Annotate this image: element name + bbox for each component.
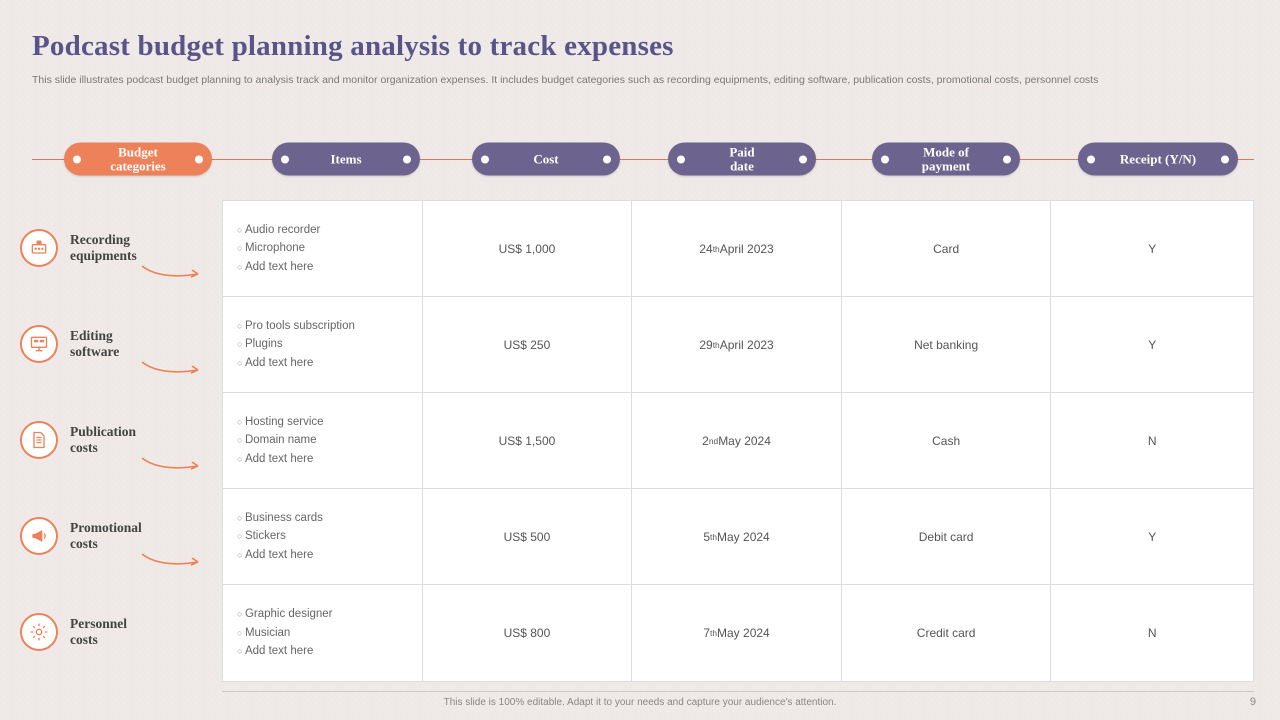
category-2: Publication costs	[20, 392, 220, 488]
table-row: Graphic designerMusicianAdd text hereUS$…	[223, 585, 1253, 681]
cell-mode: Cash	[842, 393, 1052, 488]
cell-receipt: Y	[1051, 201, 1253, 296]
list-item: Domain name	[237, 431, 324, 449]
category-label: Publication costs	[70, 424, 136, 456]
header-pill-4: Mode of payment	[872, 143, 1020, 176]
pill-dot-right	[799, 155, 807, 163]
cell-items: Graphic designerMusicianAdd text here	[223, 585, 423, 681]
pill-dot-left	[73, 155, 81, 163]
table-row: Business cardsStickersAdd text hereUS$ 5…	[223, 489, 1253, 585]
pill-dot-left	[881, 155, 889, 163]
cell-cost: US$ 1,500	[423, 393, 633, 488]
document-icon	[20, 421, 58, 459]
list-item: Add text here	[237, 258, 320, 276]
pill-dot-right	[195, 155, 203, 163]
list-item: Audio recorder	[237, 221, 320, 239]
cell-paid-date: 24th April 2023	[632, 201, 842, 296]
arrow-icon	[140, 360, 210, 378]
cell-receipt: Y	[1051, 489, 1253, 584]
header-pill-0: Budget categories	[64, 143, 212, 176]
cell-cost: US$ 800	[423, 585, 633, 681]
list-item: Musician	[237, 624, 333, 642]
category-1: Editing software	[20, 296, 220, 392]
cell-items: Pro tools subscriptionPluginsAdd text he…	[223, 297, 423, 392]
cell-cost: US$ 250	[423, 297, 633, 392]
cell-receipt: N	[1051, 393, 1253, 488]
category-0: Recording equipments	[20, 200, 220, 296]
category-label: Recording equipments	[70, 232, 137, 264]
page-number: 9	[1250, 696, 1256, 708]
footer-note: This slide is 100% editable. Adapt it to…	[0, 697, 1280, 708]
cell-items: Hosting serviceDomain nameAdd text here	[223, 393, 423, 488]
header-pill-1: Items	[272, 143, 420, 176]
table-row: Hosting serviceDomain nameAdd text hereU…	[223, 393, 1253, 489]
arrow-icon	[140, 456, 210, 474]
cell-paid-date: 2nd May 2024	[632, 393, 842, 488]
list-item: Business cards	[237, 509, 323, 527]
pill-dot-left	[481, 155, 489, 163]
list-item: Add text here	[237, 354, 355, 372]
pill-dot-left	[281, 155, 289, 163]
cell-paid-date: 29th April 2023	[632, 297, 842, 392]
pill-dot-right	[1221, 155, 1229, 163]
list-item: Hosting service	[237, 413, 324, 431]
list-item: Microphone	[237, 239, 320, 257]
list-item: Add text here	[237, 450, 324, 468]
pill-dot-left	[1087, 155, 1095, 163]
cell-receipt: Y	[1051, 297, 1253, 392]
header-pill-2: Cost	[472, 143, 620, 176]
cell-mode: Debit card	[842, 489, 1052, 584]
category-3: Promotional costs	[20, 488, 220, 584]
arrow-icon	[140, 552, 210, 570]
cell-mode: Net banking	[842, 297, 1052, 392]
list-item: Plugins	[237, 335, 355, 353]
cell-cost: US$ 1,000	[423, 201, 633, 296]
slide-description: This slide illustrates podcast budget pl…	[0, 63, 1280, 88]
cell-paid-date: 7th May 2024	[632, 585, 842, 681]
list-item: Pro tools subscription	[237, 317, 355, 335]
header-baseline	[32, 159, 1254, 160]
category-label: Promotional costs	[70, 520, 142, 552]
cell-paid-date: 5th May 2024	[632, 489, 842, 584]
monitor-icon	[20, 325, 58, 363]
category-label: Editing software	[70, 328, 119, 360]
category-4: Personnel costs	[20, 584, 220, 680]
list-item: Add text here	[237, 546, 323, 564]
megaphone-icon	[20, 517, 58, 555]
cell-receipt: N	[1051, 585, 1253, 681]
arrow-icon	[140, 264, 210, 282]
list-item: Graphic designer	[237, 605, 333, 623]
footer-divider	[222, 691, 1254, 692]
header-pill-5: Receipt (Y/N)	[1078, 143, 1238, 176]
list-item: Add text here	[237, 642, 333, 660]
recorder-icon	[20, 229, 58, 267]
pill-dot-right	[1003, 155, 1011, 163]
pill-dot-left	[677, 155, 685, 163]
list-item: Stickers	[237, 527, 323, 545]
table-row: Pro tools subscriptionPluginsAdd text he…	[223, 297, 1253, 393]
slide-title: Podcast budget planning analysis to trac…	[0, 0, 1280, 63]
header-pill-3: Paid date	[668, 143, 816, 176]
pill-dot-right	[403, 155, 411, 163]
gear-icon	[20, 613, 58, 651]
cell-mode: Card	[842, 201, 1052, 296]
cell-items: Business cardsStickersAdd text here	[223, 489, 423, 584]
cell-cost: US$ 500	[423, 489, 633, 584]
header-row: Budget categories Items Cost Paid date Mode …	[32, 136, 1254, 182]
budget-table: Audio recorderMicrophoneAdd text hereUS$…	[222, 200, 1254, 682]
pill-dot-right	[603, 155, 611, 163]
category-sidebar: Recording equipments Editing software Publ…	[20, 200, 220, 680]
table-row: Audio recorderMicrophoneAdd text hereUS$…	[223, 201, 1253, 297]
cell-mode: Credit card	[842, 585, 1052, 681]
category-label: Personnel costs	[70, 616, 127, 648]
cell-items: Audio recorderMicrophoneAdd text here	[223, 201, 423, 296]
